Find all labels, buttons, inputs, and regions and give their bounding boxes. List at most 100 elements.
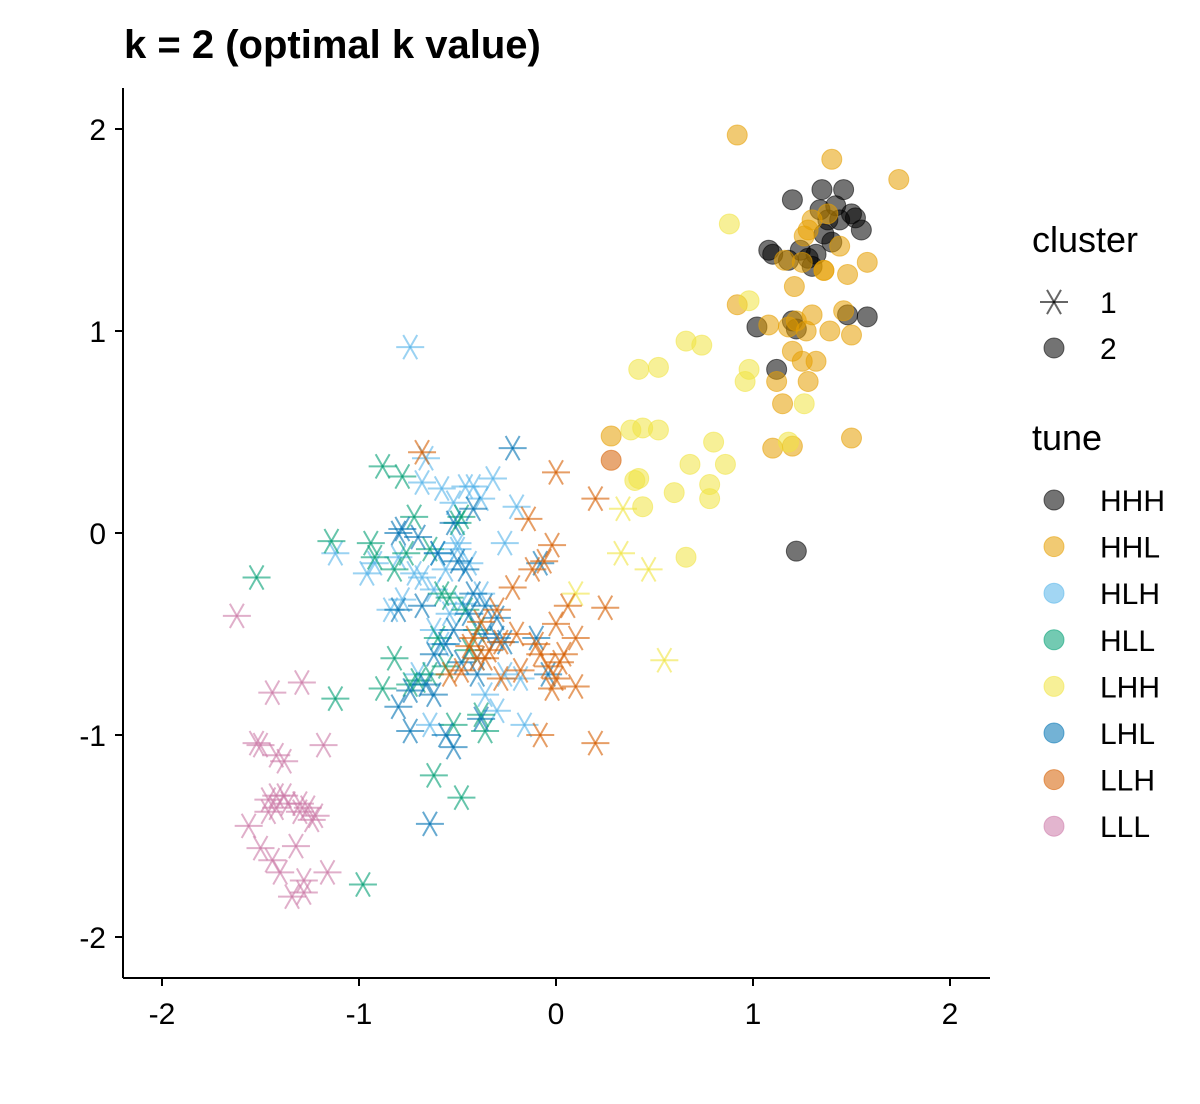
legend-cluster-items: 12	[1040, 287, 1117, 366]
point-hlh-cluster1	[352, 560, 381, 587]
point-lll-cluster1	[262, 742, 291, 768]
point-llh-cluster1	[498, 574, 527, 601]
point-lhl-cluster1	[439, 510, 468, 536]
point-lhl-cluster1	[408, 593, 437, 619]
point-lhh-cluster1	[608, 496, 637, 522]
point-lhl-cluster1	[522, 625, 551, 651]
point-lhl-cluster1	[396, 677, 425, 704]
point-lhl-cluster1	[459, 580, 488, 607]
point-hlh-cluster1	[443, 536, 472, 562]
point-hlh-cluster1	[408, 469, 437, 496]
point-hlh-cluster1	[427, 475, 456, 502]
x-tick-label: 1	[745, 998, 762, 1031]
point-lhl-cluster1	[459, 496, 488, 522]
point-hll-cluster1	[348, 871, 377, 898]
point-hhl-cluster2	[856, 251, 878, 273]
point-lll-cluster1	[242, 730, 271, 756]
point-hhh-cluster2	[785, 540, 807, 562]
y-axis-ticks: 2 1 0 -1 -2	[79, 114, 123, 955]
point-llh-cluster1	[467, 609, 496, 635]
y-tick-label: -1	[79, 720, 106, 753]
point-hlh-cluster1	[490, 661, 519, 688]
point-lhh-cluster1	[607, 540, 636, 566]
point-hhl-cluster2	[819, 320, 841, 342]
point-lhl-cluster1	[451, 556, 480, 582]
point-hhl-cluster2	[772, 393, 794, 415]
legend-cluster-key	[1043, 337, 1065, 359]
point-hhh-cluster2	[758, 239, 780, 261]
point-hlh-cluster1	[443, 530, 472, 556]
point-hll-cluster1	[427, 580, 456, 607]
point-llh-cluster1	[581, 730, 610, 756]
point-lhl-cluster1	[404, 524, 433, 550]
x-axis-ticks: -2 -1 0 1 2	[149, 978, 958, 1031]
point-hhl-cluster2	[833, 300, 855, 322]
point-hhl-cluster2	[801, 304, 823, 326]
point-lhh-cluster2	[714, 453, 736, 475]
legend-tune-label: HHL	[1100, 532, 1160, 565]
point-hll-cluster1	[388, 463, 417, 490]
point-lhh-cluster2	[777, 431, 799, 453]
point-llh-cluster2	[600, 449, 622, 471]
point-hlh-cluster1	[321, 540, 350, 566]
point-hhl-cluster2	[805, 350, 827, 372]
point-lhl-cluster1	[384, 694, 413, 720]
point-lhl-cluster1	[498, 435, 527, 461]
legend-tune-label: LHL	[1100, 718, 1155, 751]
point-hll-cluster1	[392, 540, 421, 566]
point-lhh-cluster2	[628, 358, 650, 380]
point-hhl-cluster2	[797, 371, 819, 392]
point-hll-cluster1	[317, 528, 346, 554]
point-llh-cluster1	[526, 641, 555, 667]
point-lhh-cluster1	[650, 647, 679, 673]
point-lhl-cluster1	[467, 706, 496, 732]
point-lll-cluster1	[287, 669, 316, 696]
point-lhl-cluster1	[423, 540, 452, 566]
point-hhl-cluster2	[888, 169, 910, 190]
y-tick-label: -2	[79, 922, 106, 955]
point-lll-cluster1	[222, 603, 251, 629]
point-lhh-cluster2	[624, 469, 646, 491]
x-tick-label: 0	[548, 998, 565, 1031]
point-hhl-cluster2	[829, 235, 851, 257]
point-hlh-cluster1	[400, 560, 429, 587]
point-llh-cluster1	[459, 625, 488, 651]
point-hhh-cluster2	[811, 179, 833, 201]
point-lhh-cluster2	[793, 393, 815, 415]
point-lll-cluster1	[270, 748, 299, 774]
point-llh-cluster1	[561, 673, 590, 700]
point-llh-cluster1	[542, 611, 570, 637]
legend-cluster-label: 1	[1100, 287, 1117, 320]
point-lhh-cluster2	[738, 358, 760, 380]
legend-tune-label: LHH	[1100, 671, 1160, 704]
point-hll-cluster1	[368, 453, 397, 479]
legend-tune-key	[1043, 536, 1065, 558]
point-lhh-cluster2	[647, 419, 669, 441]
point-hll-cluster1	[400, 504, 429, 530]
point-llh-cluster1	[435, 661, 464, 688]
point-lll-cluster1	[297, 807, 326, 833]
point-hll-cluster1	[439, 712, 468, 738]
point-llh-cluster1	[553, 593, 582, 619]
point-lhl-cluster1	[431, 722, 460, 748]
point-hlh-cluster1	[490, 530, 519, 556]
point-llh-cluster1	[561, 625, 590, 651]
point-llh-cluster1	[514, 506, 543, 532]
point-hll-cluster1	[321, 686, 350, 712]
point-hhl-cluster2	[793, 225, 815, 247]
legend-tune-key	[1043, 815, 1065, 837]
point-hlh-cluster1	[396, 334, 425, 360]
x-tick-label: -1	[346, 998, 373, 1031]
legend-tune-key	[1043, 629, 1065, 651]
point-hhl-cluster2	[837, 263, 859, 285]
point-hhh-cluster2	[833, 179, 855, 201]
point-llh-cluster1	[538, 532, 567, 558]
point-lhh-cluster2	[632, 496, 654, 518]
point-hlh-cluster1	[471, 681, 500, 708]
point-hhl-cluster2	[783, 276, 805, 298]
point-hhh-cluster2	[781, 189, 803, 211]
point-lhh-cluster2	[699, 488, 721, 510]
point-hlh-cluster1	[478, 465, 507, 492]
point-lhh-cluster2	[703, 431, 725, 453]
